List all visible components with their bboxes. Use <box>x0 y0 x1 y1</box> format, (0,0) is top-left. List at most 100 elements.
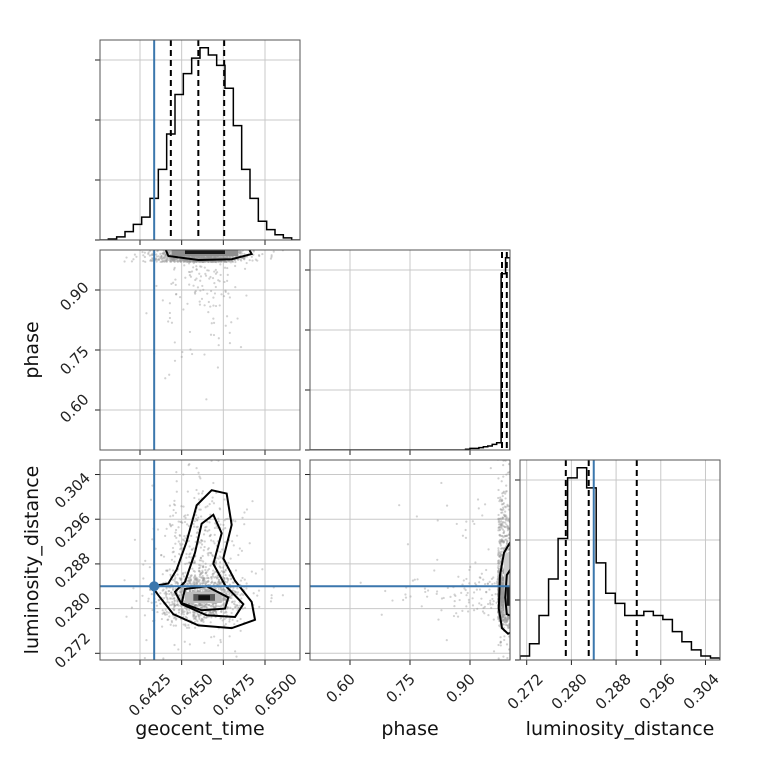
scatter-point <box>195 578 198 581</box>
scatter-point <box>206 256 209 259</box>
scatter-point <box>194 540 197 544</box>
scatter-point <box>196 257 199 260</box>
scatter-point <box>505 473 508 476</box>
tick-label-lum-y-1: 0.280 <box>51 589 94 632</box>
scatter-point <box>193 291 197 294</box>
scatter-point <box>461 534 465 537</box>
scatter-point <box>177 526 180 529</box>
scatter-point <box>223 266 227 269</box>
scatter-point <box>178 608 181 611</box>
scatter-point <box>198 570 201 573</box>
scatter-point <box>164 534 167 538</box>
scatter-point <box>228 296 231 299</box>
scatter-point <box>504 497 507 500</box>
scatter-point <box>187 255 190 258</box>
scatter-point <box>171 551 174 554</box>
scatter-point <box>211 277 215 280</box>
tick-label-geocent-2: 0.6475 <box>209 670 259 720</box>
scatter-point <box>177 608 180 612</box>
scatter-point <box>224 289 227 292</box>
scatter-point <box>209 611 213 615</box>
scatter-point <box>156 528 160 531</box>
scatter-point <box>171 602 174 606</box>
scatter-point <box>499 607 503 610</box>
hist-phase <box>310 256 510 450</box>
scatter-point <box>492 650 496 653</box>
scatter-point <box>243 523 246 526</box>
scatter-point <box>173 608 176 611</box>
scatter-point <box>223 256 226 259</box>
scatter-point <box>207 255 210 259</box>
scatter-point <box>227 579 230 582</box>
scatter-point <box>211 611 214 614</box>
scatter-point <box>501 601 504 605</box>
scatter-point <box>240 252 244 255</box>
scatter-point <box>398 504 401 507</box>
scatter-point <box>491 603 494 606</box>
scatter-point <box>206 574 209 577</box>
scatter-point <box>229 261 233 264</box>
scatter-point <box>500 595 503 598</box>
scatter-point <box>183 610 186 613</box>
scatter-point <box>506 519 509 522</box>
scatter-point <box>502 541 505 544</box>
scatter-point <box>413 578 416 581</box>
scatter-point <box>182 473 185 476</box>
scatter-point <box>499 552 503 556</box>
scatter-point <box>173 593 176 597</box>
scatter-point <box>212 256 216 259</box>
scatter-point <box>506 534 509 537</box>
scatter-point <box>181 521 184 524</box>
scatter-point <box>498 534 501 537</box>
scatter-point <box>207 300 210 304</box>
scatter-point <box>179 578 182 582</box>
scatter-point <box>500 595 503 598</box>
scatter-point <box>201 605 204 609</box>
scatter-point <box>212 502 216 505</box>
scatter-point <box>498 555 501 558</box>
scatter-point <box>222 528 225 531</box>
scatter-point <box>507 616 510 619</box>
scatter-point <box>500 547 504 550</box>
scatter-point <box>209 621 212 624</box>
scatter-point <box>173 341 176 344</box>
scatter-point <box>192 576 196 579</box>
scatter-point <box>211 555 214 558</box>
scatter-point <box>212 603 215 606</box>
scatter-point <box>497 569 500 572</box>
scatter-point <box>166 600 169 603</box>
scatter-point <box>193 575 197 578</box>
scatter-point <box>506 503 509 506</box>
scatter-point <box>201 590 204 593</box>
scatter-point <box>236 587 239 590</box>
scatter-point <box>173 615 177 619</box>
scatter-point <box>180 578 183 581</box>
scatter-point <box>215 255 218 258</box>
contour-outer <box>149 489 257 630</box>
scatter-point <box>501 572 505 575</box>
scatter-point <box>480 572 483 575</box>
scatter-point <box>186 513 189 517</box>
scatter-point <box>239 252 242 255</box>
scatter-point <box>501 595 504 598</box>
scatter-point <box>502 597 505 600</box>
scatter-point <box>189 260 192 264</box>
scatter-point <box>177 648 180 651</box>
scatter-point <box>223 260 226 263</box>
scatter-point <box>501 618 504 621</box>
scatter-point <box>165 258 168 261</box>
scatter-point <box>492 600 495 603</box>
scatter-point <box>196 589 199 592</box>
scatter-point <box>181 538 185 541</box>
scatter-point <box>173 616 176 620</box>
scatter-point <box>166 569 169 572</box>
scatter-point <box>185 259 188 262</box>
scatter-point <box>169 260 172 263</box>
scatter-point <box>163 255 166 258</box>
scatter-point <box>234 590 237 594</box>
scatter-point <box>210 576 213 579</box>
xlabel-luminosity-distance: luminosity_distance <box>526 718 715 740</box>
scatter-point <box>192 602 195 605</box>
scatter-point <box>501 598 504 602</box>
scatter-point <box>192 611 195 615</box>
